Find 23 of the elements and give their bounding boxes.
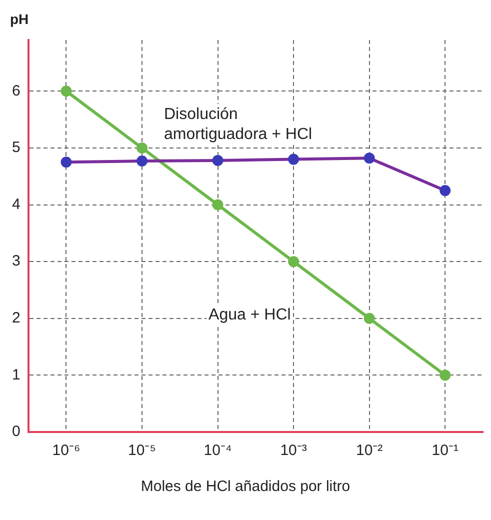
point bbox=[212, 199, 224, 210]
x-tick-label: 10⁻³ bbox=[280, 442, 307, 460]
text: Agua + HCl bbox=[208, 306, 291, 324]
x-tick-label: 10⁻⁴ bbox=[204, 442, 232, 460]
point bbox=[60, 86, 72, 97]
x-tick-label: 10⁻⁶ bbox=[52, 442, 80, 460]
x-tick-label: 10⁻² bbox=[356, 442, 383, 460]
point bbox=[136, 142, 148, 154]
y-tick-label: 0 bbox=[12, 423, 20, 440]
y-tick-label: 1 bbox=[12, 366, 20, 384]
y-tick-label: 2 bbox=[12, 310, 20, 327]
y-tick-label: 4 bbox=[12, 196, 20, 213]
x-tick-label: 10⁻¹ bbox=[432, 442, 458, 460]
y-tick-label: 5 bbox=[12, 139, 20, 156]
y-tick-label: 3 bbox=[12, 252, 20, 270]
point bbox=[440, 370, 451, 381]
series-label: Disolución amortiguadora + HCl bbox=[164, 106, 312, 144]
x-axis-title: Moles de HCl añadidos por litro bbox=[140, 478, 352, 495]
point bbox=[288, 256, 300, 268]
point bbox=[364, 312, 375, 324]
y-axis-title: pH bbox=[10, 11, 29, 27]
x-tick-label: 10⁻⁵ bbox=[128, 442, 156, 460]
y-tick-label: 6 bbox=[12, 82, 20, 100]
